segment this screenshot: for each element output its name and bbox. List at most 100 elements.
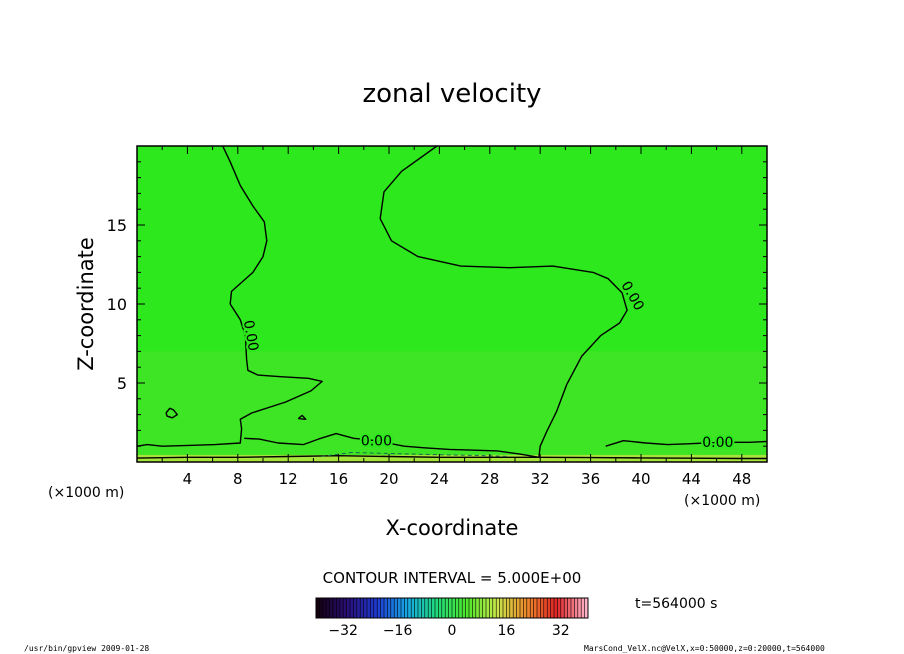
- colorbar-swatch: [482, 598, 487, 618]
- time-label: t=564000 s: [635, 596, 717, 612]
- colorbar-tick-label: 32: [552, 623, 570, 639]
- colorbar-swatch: [509, 598, 514, 618]
- colorbar-swatch: [537, 598, 541, 618]
- colorbar-swatch: [353, 598, 358, 618]
- colorbar-swatch: [547, 598, 551, 618]
- colorbar-swatch: [445, 598, 449, 618]
- colorbar-tick-label: −16: [383, 623, 413, 639]
- colorbar-swatch: [523, 598, 528, 618]
- colorbar-swatch: [346, 598, 351, 618]
- colorbar-swatch: [360, 598, 364, 618]
- colorbar-swatch: [503, 598, 507, 618]
- y-axis-label: Z-coordinate: [74, 237, 98, 371]
- colorbar-swatch: [384, 598, 388, 618]
- x-tick-label: 32: [531, 470, 550, 488]
- colorbar-swatch: [435, 598, 439, 618]
- colorbar-swatch: [339, 598, 344, 618]
- contour-line: [244, 146, 628, 458]
- colorbar-swatch: [492, 598, 497, 618]
- x-unit-left: (×1000 m): [48, 485, 124, 501]
- colorbar-swatch: [475, 598, 480, 618]
- colorbar-swatch: [489, 598, 494, 618]
- x-axis-ticks: 4 8 12 16 20 24 28 32 36 40 44 48: [136, 146, 768, 488]
- colorbar-swatch: [407, 598, 412, 618]
- colorbar-swatch: [557, 598, 562, 618]
- x-tick-label: 40: [631, 470, 650, 488]
- colorbar-swatch: [496, 598, 500, 618]
- colorbar-swatch: [465, 598, 470, 618]
- contour-line: [165, 407, 179, 419]
- colorbar-swatch: [581, 598, 585, 618]
- colorbar-swatch: [319, 598, 324, 618]
- contour-line: [297, 414, 307, 420]
- footer-right: MarsCond_VelX.nc@VelX,x=0:50000,z=0:2000…: [584, 644, 825, 653]
- x-tick-label: 24: [430, 470, 449, 488]
- x-tick-label: 12: [279, 470, 298, 488]
- colorbar-swatch: [387, 598, 392, 618]
- colorbar-swatch: [530, 598, 534, 618]
- colorbar-swatch: [424, 598, 429, 618]
- contour-interval-text: CONTOUR INTERVAL = 5.000E+00: [323, 569, 582, 587]
- x-tick-label: 36: [581, 470, 600, 488]
- colorbar-tick-label: 16: [497, 623, 515, 639]
- colorbar-swatch: [414, 598, 419, 618]
- colorbar-swatch: [469, 598, 473, 618]
- y-tick-label: 5: [117, 374, 127, 393]
- chart-title: zonal velocity: [362, 79, 541, 109]
- colorbar-swatch: [367, 598, 371, 618]
- colorbar-swatch: [316, 598, 320, 618]
- colorbar-swatch: [458, 598, 463, 618]
- colorbar-swatch: [394, 598, 398, 618]
- colorbar-swatch: [577, 598, 582, 618]
- colorbar-swatch: [356, 598, 361, 618]
- colorbar-swatch: [543, 598, 548, 618]
- x-axis-label: X-coordinate: [386, 516, 519, 540]
- colorbar-swatch: [333, 598, 337, 618]
- colorbar-swatch: [438, 598, 443, 618]
- colorbar-swatch: [560, 598, 565, 618]
- colorbar-tick-label: −32: [328, 623, 358, 639]
- plot-area: 0.000.000.000.00: [137, 146, 767, 462]
- colorbar-swatch: [448, 598, 453, 618]
- contour-line: [137, 146, 323, 447]
- colorbar-swatch: [397, 598, 402, 618]
- contour-line: [320, 452, 509, 457]
- footer-left: /usr/bin/gpview 2009-01-28: [24, 644, 149, 653]
- colorbar-swatch: [350, 598, 354, 618]
- colorbar-swatch: [567, 598, 572, 618]
- colorbar-swatch: [370, 598, 375, 618]
- colorbar-swatch: [336, 598, 341, 618]
- colorbar-swatch: [462, 598, 466, 618]
- colorbar-ticks: −32 −16 0 16 32: [328, 623, 569, 639]
- colorbar-swatch: [533, 598, 538, 618]
- contour-lines: [137, 146, 767, 460]
- colorbar-swatch: [404, 598, 409, 618]
- contour-line: [137, 455, 767, 460]
- x-tick-label: 28: [480, 470, 499, 488]
- field-shade-lower: [137, 351, 767, 462]
- colorbar-swatch: [441, 598, 446, 618]
- contour-label: 0.00: [361, 433, 392, 449]
- x-tick-label: 4: [183, 470, 193, 488]
- x-tick-label: 16: [329, 470, 348, 488]
- colorbar-swatch: [377, 598, 381, 618]
- colorbar-swatch: [380, 598, 385, 618]
- velocity-field: [137, 146, 767, 462]
- colorbar-swatch: [564, 598, 568, 618]
- colorbar: [315, 597, 589, 619]
- colorbar-swatch: [584, 598, 589, 618]
- colorbar-swatch: [329, 598, 334, 618]
- colorbar-swatch: [479, 598, 483, 618]
- y-axis-ticks: 5 10 15: [107, 145, 767, 463]
- colorbar-swatch: [322, 598, 327, 618]
- colorbar-swatch: [574, 598, 579, 618]
- colorbar-swatch: [390, 598, 395, 618]
- x-tick-label: 48: [732, 470, 751, 488]
- x-tick-label: 8: [233, 470, 243, 488]
- colorbar-swatch: [540, 598, 545, 618]
- colorbar-swatch: [506, 598, 511, 618]
- colorbar-swatch: [513, 598, 517, 618]
- colorbar-swatch: [452, 598, 456, 618]
- colorbar-swatch: [550, 598, 555, 618]
